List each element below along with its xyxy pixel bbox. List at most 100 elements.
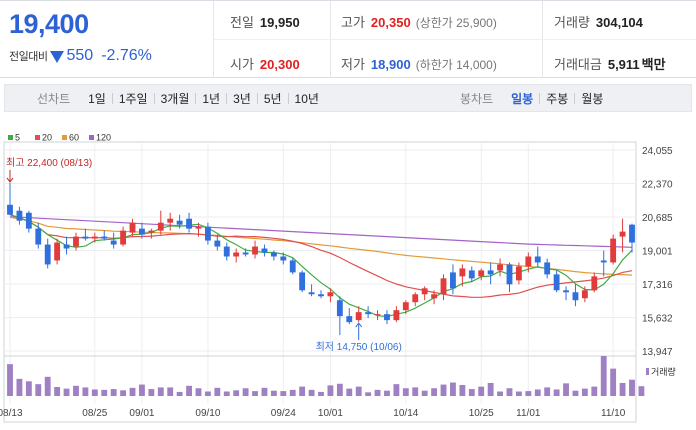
high-annotation: 최고 22,400 (08/13) (6, 157, 92, 169)
low-stat: 저가 18,900 (하한가 14,000) (341, 54, 497, 73)
candle-option[interactable]: 일봉 (511, 91, 534, 106)
current-price-panel: 19,400 전일대비 550 -2.76% (0, 1, 214, 78)
line-option[interactable]: 10년 (294, 91, 319, 106)
candle-option[interactable]: 주봉 (546, 91, 569, 106)
low-label: 저가 (341, 57, 365, 72)
period-divider (287, 92, 289, 104)
candle-body (139, 228, 145, 235)
candle-body (619, 231, 626, 237)
change-value: 550 (66, 47, 94, 64)
low-value: 18,900 (370, 57, 411, 72)
legend-label-60: 60 (69, 133, 79, 143)
candle-body (270, 252, 277, 257)
candle-body (252, 246, 258, 255)
candle-body (478, 270, 485, 277)
x-tick-label: 10/01 (318, 408, 343, 419)
candle-body (629, 224, 635, 243)
line-option[interactable]: 1일 (88, 91, 106, 106)
volume-bar (299, 386, 306, 396)
line-chart-periods: 선차트 1일 1주일 3개월 1년 3년 5년 10년 (37, 85, 325, 111)
volume-bar (214, 387, 221, 396)
x-tick-label: 11/10 (601, 408, 626, 419)
candle-body (544, 262, 551, 275)
volume-bar (91, 389, 98, 396)
candle-body (242, 252, 249, 255)
period-divider (226, 92, 228, 104)
y-tick-label: 24,055 (642, 146, 673, 157)
x-tick-label: 11/01 (516, 408, 541, 419)
volume-bar (7, 364, 13, 396)
candle-body (318, 294, 324, 297)
x-tick-label: 09/10 (195, 408, 220, 419)
candle-body (572, 292, 579, 301)
candle-body (25, 212, 32, 229)
volume-bar (619, 382, 626, 396)
legend-swatch-120 (89, 135, 94, 140)
candle-body (63, 244, 70, 249)
legend-swatch-60 (62, 135, 67, 140)
volume-bar (431, 388, 438, 396)
candle-chart-periods: 봉차트 일봉 주봉 월봉 (460, 85, 609, 111)
volume-bar (270, 390, 277, 396)
candle-body (336, 300, 343, 317)
volume-bar (525, 391, 532, 396)
volume-bar (572, 390, 579, 396)
line-option[interactable]: 3년 (233, 91, 251, 106)
prev-close-value: 19,950 (259, 15, 300, 30)
volume-stat: 거래량 304,104 (554, 12, 643, 31)
volume-bar (534, 389, 541, 396)
candle-option[interactable]: 월봉 (581, 91, 604, 106)
volume-bar (280, 391, 287, 396)
low-annotation: 최저 14,750 (10/06) (316, 341, 402, 353)
line-option[interactable]: 1년 (202, 91, 221, 106)
line-option[interactable]: 3개월 (160, 91, 190, 106)
volume-bar (497, 391, 503, 396)
candle-body (35, 228, 42, 245)
high-value: 20,350 (370, 15, 411, 30)
candle-body (393, 310, 400, 321)
volume-bar (204, 391, 211, 396)
period-selector-bar: 선차트 1일 1주일 3개월 1년 3년 5년 10년 봉차트 일봉 주봉 월봉 (4, 84, 692, 112)
candle-body (497, 264, 503, 271)
candle-body (129, 222, 136, 233)
volume-bar (176, 391, 183, 396)
candle-body (214, 240, 221, 247)
volume-bar (553, 389, 560, 396)
line-chart-title: 선차트 (37, 91, 71, 106)
open-stat: 시가 20,300 (230, 54, 300, 73)
change-percent: -2.76% (101, 47, 152, 64)
volume-bar (101, 389, 108, 396)
candle-body (534, 256, 541, 263)
candle-body (186, 218, 192, 229)
candle-body (506, 264, 513, 285)
volume-bar (355, 386, 362, 396)
divider (214, 39, 696, 40)
high-stat: 고가 20,350 (상한가 25,900) (341, 12, 497, 31)
volume-bar (365, 392, 372, 396)
candle-body (54, 242, 61, 261)
volume-bar (223, 391, 230, 396)
candle-body (468, 270, 475, 279)
candle-body (120, 230, 127, 245)
line-option[interactable]: 5년 (263, 91, 282, 106)
volume-bar (252, 391, 258, 396)
candle-body (223, 246, 230, 257)
open-value: 20,300 (259, 57, 300, 72)
candle-body (450, 272, 456, 289)
volume-bar (44, 376, 51, 396)
volume-bar (393, 384, 400, 396)
volume-bar (346, 388, 353, 396)
candle-body (167, 218, 174, 223)
line-option[interactable]: 1주일 (118, 91, 148, 106)
current-price: 19,400 (9, 9, 89, 39)
volume-legend-swatch (646, 368, 649, 375)
lower-limit: (하한가 14,000) (415, 58, 497, 72)
y-tick-label: 22,370 (642, 180, 673, 191)
amount-value: 5,911 (607, 57, 640, 72)
volume-bar (581, 388, 588, 396)
candle-body (289, 260, 296, 273)
period-divider (256, 92, 258, 104)
volume-bar (261, 387, 268, 396)
candle-body (421, 288, 428, 295)
candle-body (610, 238, 617, 263)
